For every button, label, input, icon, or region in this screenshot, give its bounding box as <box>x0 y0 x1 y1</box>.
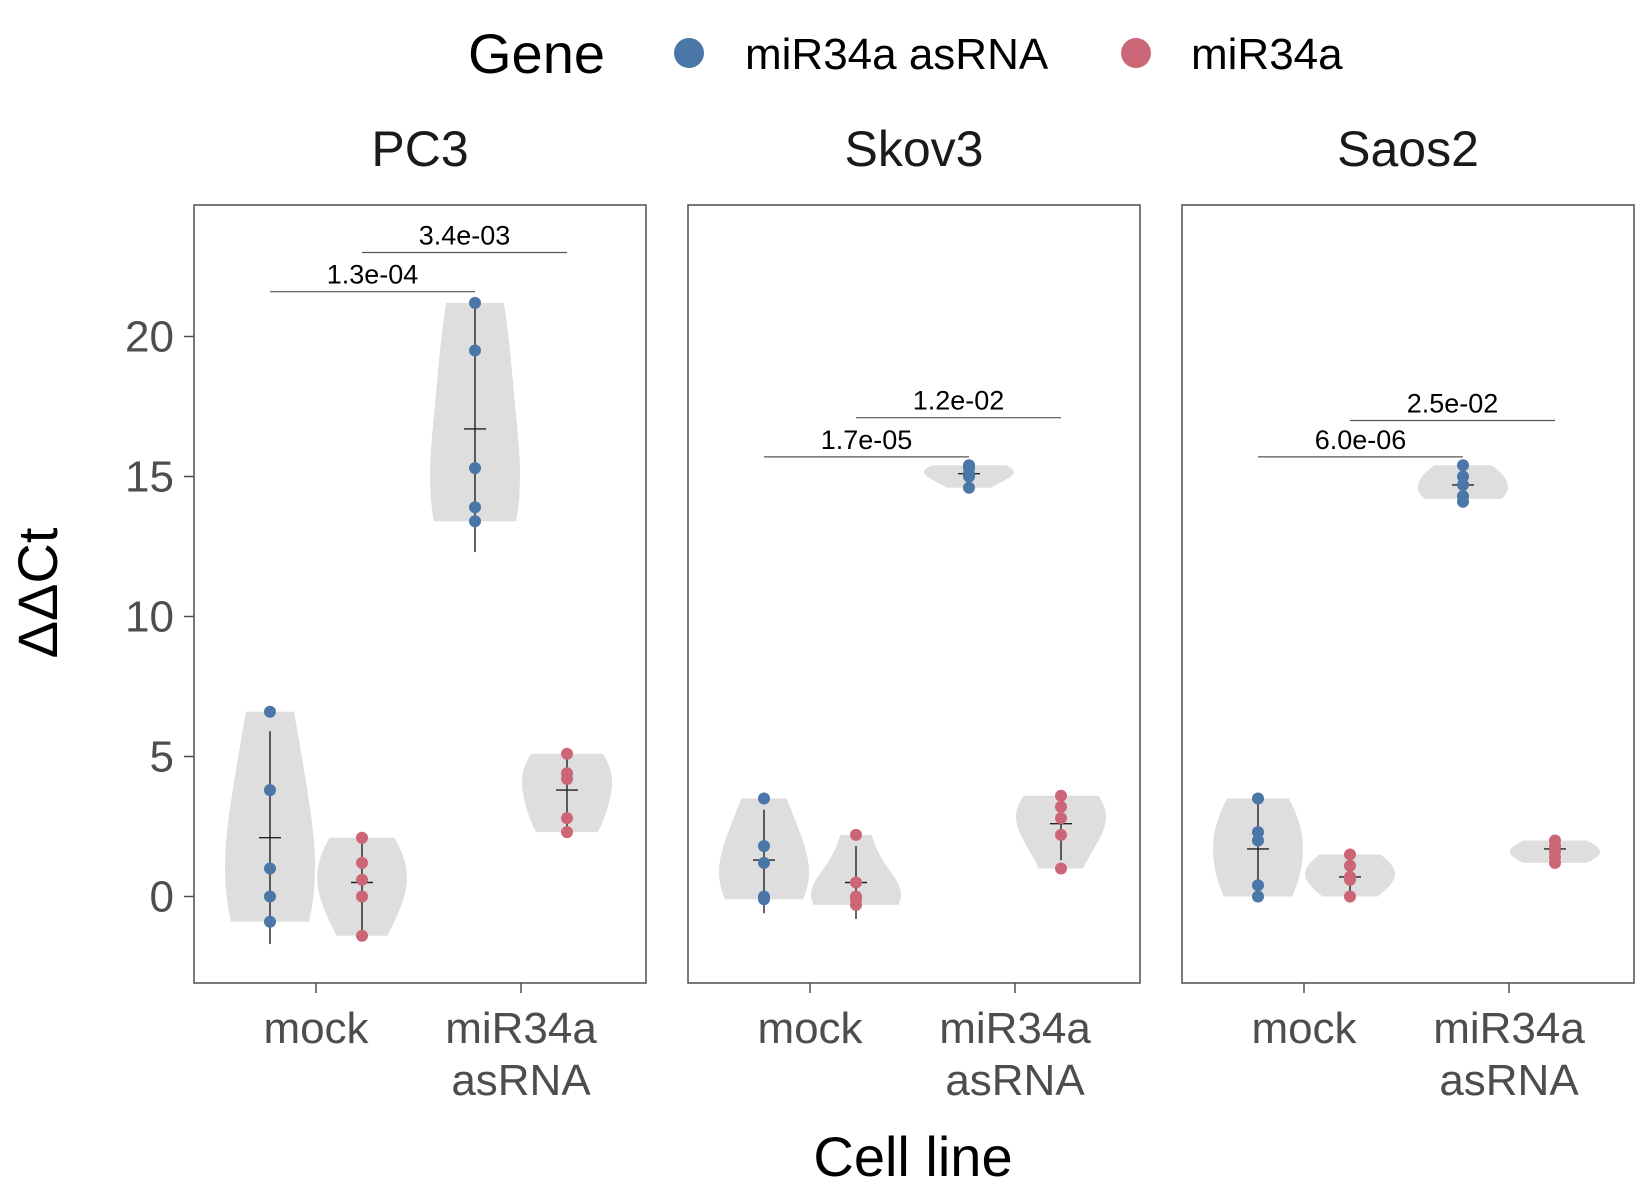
data-point <box>1055 828 1067 841</box>
data-point <box>1457 478 1469 491</box>
data-point <box>264 784 276 797</box>
legend-label-mir34a: miR34a <box>1191 30 1343 79</box>
data-point <box>1252 879 1264 892</box>
data-point <box>1252 792 1264 805</box>
data-point <box>1457 470 1469 483</box>
group-mock-mir34a <box>317 831 407 942</box>
data-point <box>1252 890 1264 903</box>
data-point <box>1344 890 1356 903</box>
data-point <box>1055 789 1067 802</box>
data-point <box>1549 856 1561 869</box>
legend-label-asrna: miR34a asRNA <box>745 30 1049 79</box>
legend-title: Gene <box>468 22 605 85</box>
data-point <box>469 296 481 309</box>
x-tick-label: miR34a <box>445 1004 597 1053</box>
data-point <box>1344 848 1356 861</box>
data-point <box>850 828 862 841</box>
x-tick-label: asRNA <box>945 1056 1085 1105</box>
data-point <box>264 890 276 903</box>
data-point <box>963 470 975 483</box>
data-point <box>469 515 481 528</box>
data-point <box>356 873 368 886</box>
group-mir34a-asrna-asrna <box>1418 459 1508 508</box>
p-value-label: 2.5e-02 <box>1407 389 1499 419</box>
y-tick-label: 0 <box>150 873 174 922</box>
data-point <box>1055 800 1067 813</box>
x-tick-label: asRNA <box>451 1056 591 1105</box>
data-point <box>356 856 368 869</box>
group-mock-asrna <box>225 705 315 945</box>
p-value-label: 1.7e-05 <box>821 425 913 455</box>
data-point <box>1457 459 1469 472</box>
group-mock-asrna <box>1213 792 1303 903</box>
p-value-label: 3.4e-03 <box>419 221 511 251</box>
group-mir34a-asrna-mir34a <box>1016 789 1106 875</box>
y-axis-title: ΔΔCt <box>6 527 69 658</box>
p-value-label: 1.2e-02 <box>913 386 1005 416</box>
legend: Gene miR34a asRNA miR34a <box>468 22 1343 85</box>
data-point <box>758 893 770 906</box>
data-point <box>758 792 770 805</box>
data-point <box>963 481 975 494</box>
data-point <box>1344 859 1356 872</box>
y-tick-label: 20 <box>125 313 174 362</box>
data-point <box>1344 873 1356 886</box>
p-value-label: 1.3e-04 <box>327 260 419 290</box>
y-tick-label: 15 <box>125 453 174 502</box>
x-tick-label: mock <box>1251 1004 1357 1053</box>
data-point <box>1055 862 1067 875</box>
group-mock-mir34a <box>811 828 901 919</box>
group-mock-mir34a <box>1305 848 1395 903</box>
group-mir34a-asrna-asrna <box>924 459 1014 494</box>
p-value-label: 6.0e-06 <box>1315 425 1407 455</box>
data-point <box>356 831 368 844</box>
data-point <box>561 812 573 825</box>
data-point <box>758 840 770 853</box>
data-point <box>850 876 862 889</box>
x-tick-label: asRNA <box>1439 1056 1579 1105</box>
data-point <box>469 344 481 357</box>
data-point <box>469 462 481 475</box>
data-point <box>356 929 368 942</box>
x-axis-title: Cell line <box>813 1125 1012 1188</box>
legend-swatch-asrna <box>674 38 704 68</box>
group-mir34a-asrna-mir34a <box>522 747 612 839</box>
x-tick-label: miR34a <box>939 1004 1091 1053</box>
data-point <box>1457 495 1469 508</box>
data-point <box>469 501 481 514</box>
data-point <box>1252 834 1264 847</box>
data-point <box>1252 826 1264 839</box>
data-point <box>758 856 770 869</box>
data-point <box>561 826 573 839</box>
data-point <box>356 890 368 903</box>
x-tick-label: miR34a <box>1433 1004 1585 1053</box>
data-point <box>264 915 276 928</box>
data-point <box>264 705 276 718</box>
data-point <box>850 898 862 911</box>
group-mock-asrna <box>719 792 809 914</box>
y-tick-label: 10 <box>125 593 174 642</box>
group-mir34a-asrna-asrna <box>430 296 520 553</box>
group-mir34a-asrna-mir34a <box>1510 834 1600 869</box>
facet-title: PC3 <box>371 121 468 177</box>
data-point <box>1055 812 1067 825</box>
data-point <box>561 747 573 760</box>
data-point <box>264 862 276 875</box>
x-tick-label: mock <box>263 1004 369 1053</box>
facet-title: Skov3 <box>845 121 984 177</box>
facet-title: Saos2 <box>1337 121 1479 177</box>
y-tick-label: 5 <box>150 733 174 782</box>
data-point <box>561 772 573 785</box>
x-tick-label: mock <box>757 1004 863 1053</box>
legend-swatch-mir34a <box>1121 38 1151 68</box>
